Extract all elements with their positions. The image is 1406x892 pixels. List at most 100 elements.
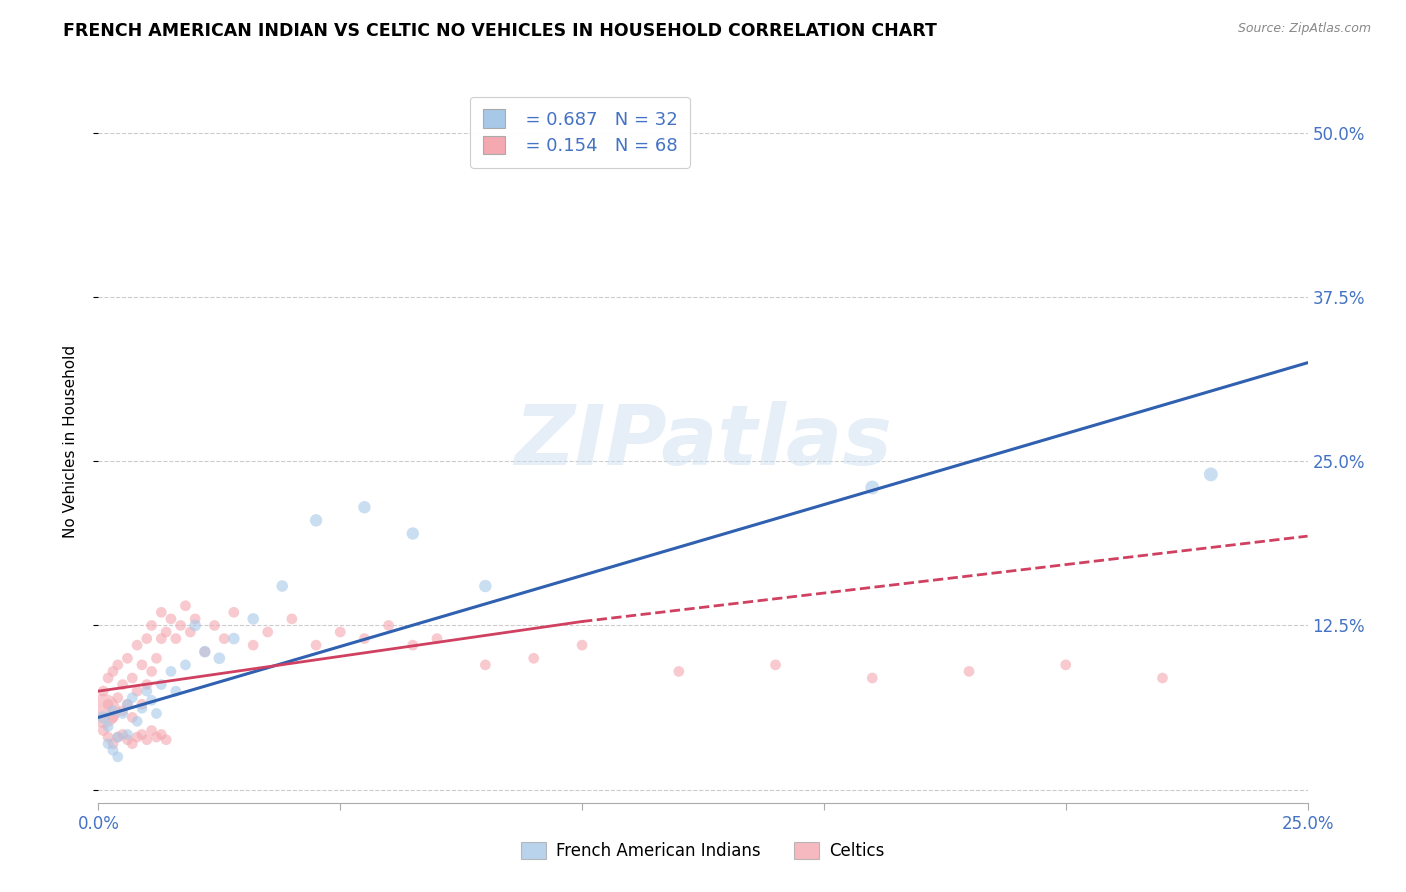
Point <box>1054 657 1077 672</box>
Legend: French American Indians, Celtics: French American Indians, Celtics <box>515 835 891 867</box>
Point <box>305 638 328 652</box>
Point <box>329 625 352 640</box>
Point <box>160 665 183 679</box>
Point <box>242 612 264 626</box>
Point <box>121 737 143 751</box>
Point <box>141 665 163 679</box>
Point <box>107 657 129 672</box>
Point <box>107 690 129 705</box>
Point <box>127 714 149 729</box>
Point <box>107 730 129 744</box>
Point <box>91 710 114 724</box>
Point <box>135 684 157 698</box>
Point <box>150 632 173 646</box>
Point <box>523 651 546 665</box>
Point <box>208 651 231 665</box>
Point <box>97 730 120 744</box>
Point <box>281 612 304 626</box>
Point <box>668 665 690 679</box>
Point <box>160 612 183 626</box>
Point <box>305 513 328 527</box>
Point <box>256 625 278 640</box>
Point <box>117 698 139 712</box>
Point <box>222 605 245 619</box>
Point <box>204 618 226 632</box>
Point <box>271 579 294 593</box>
Point <box>97 671 120 685</box>
Point <box>765 657 787 672</box>
Point <box>141 723 163 738</box>
Point <box>957 665 980 679</box>
Text: FRENCH AMERICAN INDIAN VS CELTIC NO VEHICLES IN HOUSEHOLD CORRELATION CHART: FRENCH AMERICAN INDIAN VS CELTIC NO VEHI… <box>63 22 938 40</box>
Text: Source: ZipAtlas.com: Source: ZipAtlas.com <box>1237 22 1371 36</box>
Point <box>97 698 120 712</box>
Point <box>184 618 207 632</box>
Point <box>117 651 139 665</box>
Point <box>222 632 245 646</box>
Point <box>145 730 167 744</box>
Point <box>91 684 114 698</box>
Point <box>111 677 134 691</box>
Point <box>131 698 153 712</box>
Point <box>117 732 139 747</box>
Point <box>212 632 235 646</box>
Point <box>402 638 425 652</box>
Point <box>141 618 163 632</box>
Point <box>377 618 399 632</box>
Point <box>117 727 139 741</box>
Point <box>101 743 124 757</box>
Point <box>111 706 134 721</box>
Point <box>194 645 217 659</box>
Point <box>860 481 883 495</box>
Point <box>121 671 143 685</box>
Point <box>1152 671 1174 685</box>
Point <box>145 706 167 721</box>
Text: ZIPatlas: ZIPatlas <box>515 401 891 482</box>
Point <box>179 625 201 640</box>
Point <box>571 638 593 652</box>
Point <box>127 638 149 652</box>
Point <box>174 599 197 613</box>
Point <box>107 749 129 764</box>
Point <box>121 690 143 705</box>
Point <box>131 701 153 715</box>
Point <box>121 710 143 724</box>
Point <box>131 727 153 741</box>
Point <box>155 625 177 640</box>
Point <box>135 632 157 646</box>
Point <box>117 698 139 712</box>
Point <box>860 671 883 685</box>
Point <box>150 727 173 741</box>
Point <box>91 704 114 718</box>
Point <box>474 657 496 672</box>
Point <box>107 730 129 744</box>
Point <box>353 632 375 646</box>
Point <box>474 579 496 593</box>
Point <box>194 645 217 659</box>
Point <box>145 651 167 665</box>
Point <box>101 737 124 751</box>
Point <box>174 657 197 672</box>
Point <box>97 720 120 734</box>
Point <box>91 723 114 738</box>
Point <box>242 638 264 652</box>
Point <box>101 665 124 679</box>
Point <box>97 737 120 751</box>
Point <box>1199 467 1222 482</box>
Point <box>101 704 124 718</box>
Point <box>165 632 187 646</box>
Point <box>111 704 134 718</box>
Point <box>169 618 191 632</box>
Point <box>111 727 134 741</box>
Point <box>127 684 149 698</box>
Point <box>426 632 449 646</box>
Point <box>101 710 124 724</box>
Point <box>150 677 173 691</box>
Point <box>141 693 163 707</box>
Point <box>135 677 157 691</box>
Point <box>184 612 207 626</box>
Point <box>131 657 153 672</box>
Point <box>127 730 149 744</box>
Point <box>155 732 177 747</box>
Point <box>165 684 187 698</box>
